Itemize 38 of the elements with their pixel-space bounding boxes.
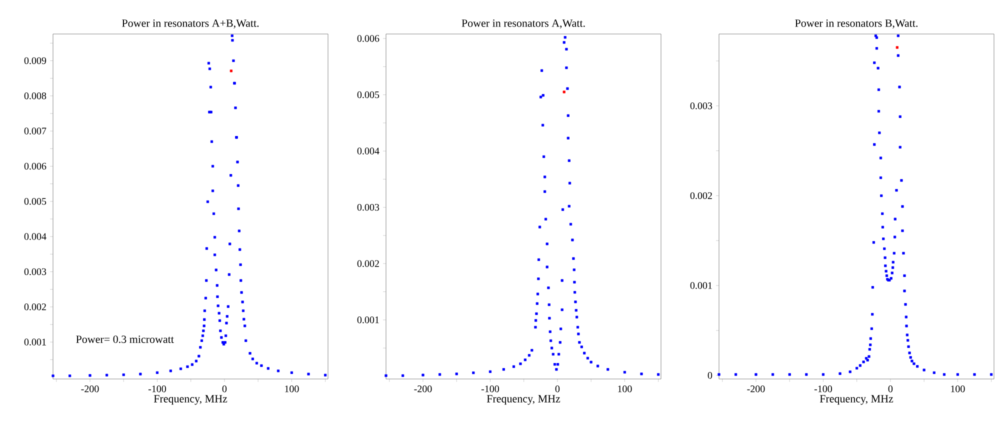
x-tick-label: 0	[222, 386, 227, 392]
x-tick-label: 100	[285, 386, 299, 392]
y-tick-label: 0.008	[24, 92, 46, 100]
y-tick-label: 0.006	[24, 162, 46, 170]
y-tick-label: 0.009	[24, 57, 46, 64]
y-tick-label: 0.004	[357, 148, 380, 154]
y-tick-label: 0.007	[24, 128, 46, 134]
y-tick-label: 0.006	[357, 35, 380, 42]
x-tick-label: 0	[555, 386, 560, 392]
y-tick-label: 0.005	[24, 198, 46, 205]
y-tick-label: 0.003	[690, 102, 712, 110]
x-tick-label: 0	[888, 386, 893, 392]
y-tick-label: 0.002	[690, 192, 712, 200]
x-axis-title: Frequency, MHz	[486, 395, 560, 405]
chart-title: Power in resonators B,Watt.	[795, 19, 918, 28]
y-tick-label: 0.002	[24, 303, 46, 310]
y-tick-label: 0.003	[24, 268, 46, 276]
x-tick-label: -200	[414, 386, 432, 392]
x-tick-label: -200	[81, 386, 99, 392]
x-axis-title: Frequency, MHz	[154, 395, 228, 405]
y-tick-label: 0.001	[690, 282, 712, 289]
x-tick-label: -100	[148, 386, 166, 392]
x-axis-title: Frequency, MHz	[820, 395, 894, 405]
y-tick-label: 0.001	[24, 338, 46, 346]
annotation: Power= 0.3 microwatt	[76, 336, 174, 344]
y-tick-label: 0.002	[357, 260, 379, 268]
chart-title: Power in resonators A,Watt.	[462, 19, 585, 28]
x-tick-label: 100	[618, 386, 632, 392]
chart-title: Power in resonators A+B,Watt.	[122, 19, 259, 28]
x-tick-label: -200	[747, 386, 765, 392]
y-tick-label: 0.005	[357, 91, 380, 98]
y-tick-label: 0	[708, 372, 712, 379]
y-tick-label: 0.003	[357, 204, 380, 211]
y-tick-label: 0.001	[357, 316, 379, 324]
x-tick-label: -100	[481, 386, 500, 392]
x-tick-label: 100	[951, 386, 965, 392]
y-tick-label: 0.004	[24, 233, 46, 240]
x-tick-label: -100	[814, 386, 832, 392]
